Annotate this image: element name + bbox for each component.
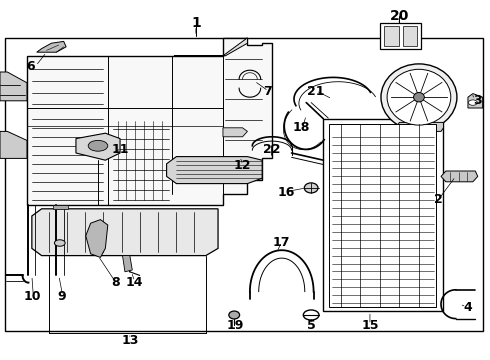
Text: 11: 11 xyxy=(111,143,129,156)
Polygon shape xyxy=(468,94,483,108)
Polygon shape xyxy=(32,209,218,256)
Ellipse shape xyxy=(468,100,477,105)
Polygon shape xyxy=(174,38,247,56)
Text: 13: 13 xyxy=(121,334,139,347)
Bar xyxy=(403,26,417,46)
Polygon shape xyxy=(37,41,66,52)
Ellipse shape xyxy=(88,140,108,151)
Text: 9: 9 xyxy=(57,291,66,303)
Polygon shape xyxy=(122,256,132,272)
Text: 17: 17 xyxy=(273,237,291,249)
Bar xyxy=(380,23,421,49)
Text: 1: 1 xyxy=(191,17,201,30)
Polygon shape xyxy=(76,133,120,160)
Bar xyxy=(384,26,399,46)
Text: 18: 18 xyxy=(293,121,310,134)
Text: 5: 5 xyxy=(307,319,316,332)
Text: 22: 22 xyxy=(263,143,281,156)
Polygon shape xyxy=(27,38,272,205)
Ellipse shape xyxy=(414,93,424,102)
Polygon shape xyxy=(167,157,262,184)
Text: 20: 20 xyxy=(390,9,409,23)
Text: 8: 8 xyxy=(111,276,120,289)
Polygon shape xyxy=(86,220,108,257)
Text: 2: 2 xyxy=(434,193,443,206)
Polygon shape xyxy=(223,128,247,137)
Text: 10: 10 xyxy=(23,291,41,303)
Text: 21: 21 xyxy=(307,85,325,98)
Text: 7: 7 xyxy=(263,85,271,98)
Text: 12: 12 xyxy=(234,159,251,172)
Text: 4: 4 xyxy=(464,301,472,314)
Bar xyxy=(5,38,483,331)
Ellipse shape xyxy=(229,311,240,319)
Text: 6: 6 xyxy=(26,60,35,73)
Text: 3: 3 xyxy=(473,94,482,107)
Ellipse shape xyxy=(381,64,457,130)
Text: 19: 19 xyxy=(226,319,244,332)
Polygon shape xyxy=(397,122,443,131)
Polygon shape xyxy=(441,171,478,182)
Text: 15: 15 xyxy=(361,319,379,332)
Ellipse shape xyxy=(304,183,318,193)
Bar xyxy=(323,119,443,311)
Ellipse shape xyxy=(387,69,451,125)
Bar xyxy=(329,124,436,307)
Text: 14: 14 xyxy=(126,276,144,289)
Ellipse shape xyxy=(54,240,65,246)
Polygon shape xyxy=(0,131,27,158)
Polygon shape xyxy=(53,205,68,209)
Text: 16: 16 xyxy=(278,186,295,199)
Polygon shape xyxy=(0,72,27,101)
